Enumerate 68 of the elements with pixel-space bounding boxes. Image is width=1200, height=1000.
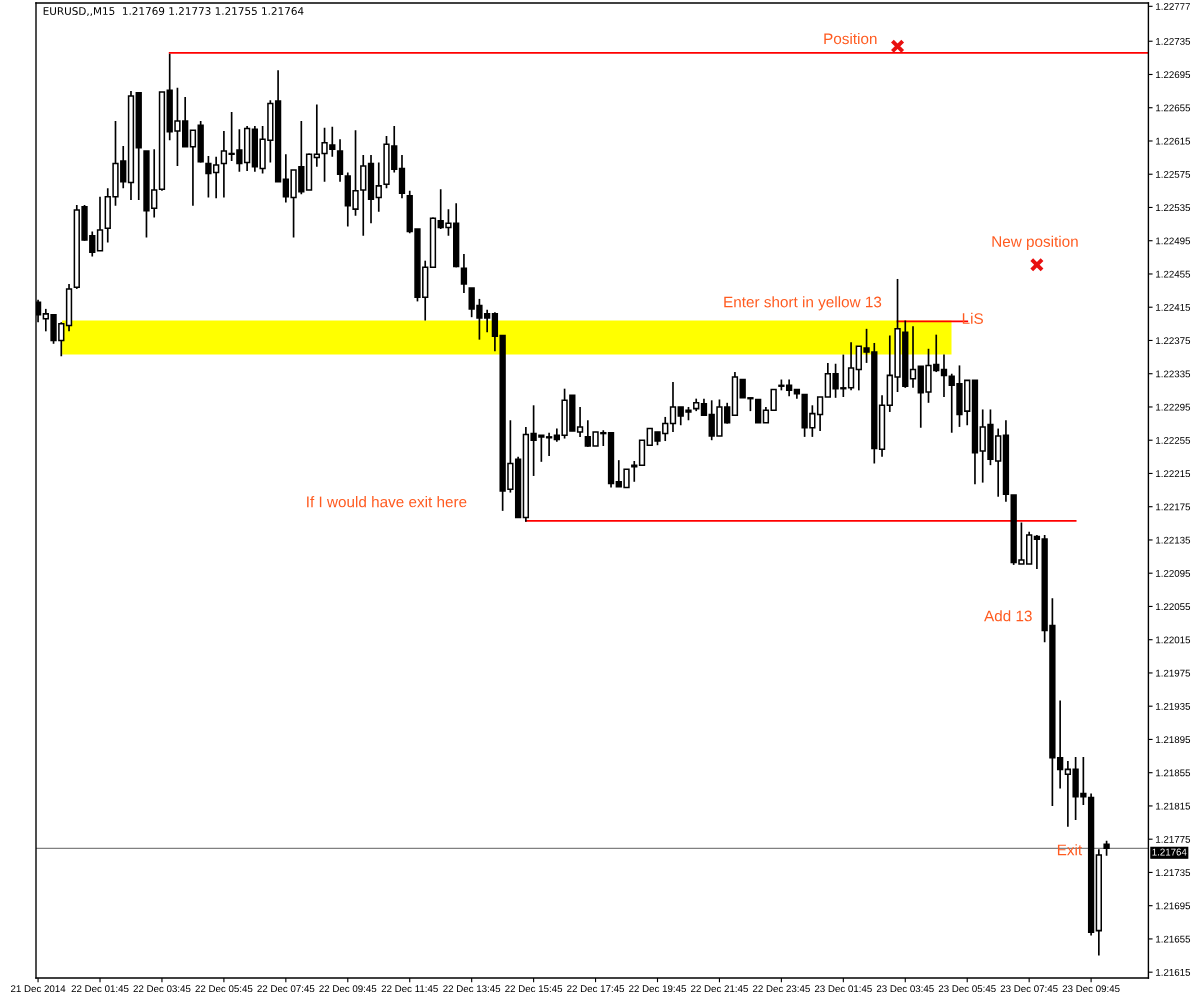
candlestick — [847, 341, 855, 392]
x-tick-label: 22 Dec 23:45 — [752, 985, 810, 993]
y-tick-label: 1.21935 — [1156, 702, 1191, 710]
candlestick — [940, 353, 948, 398]
y-tick-label: 1.22095 — [1156, 569, 1191, 577]
y-tick-label: 1.22375 — [1156, 337, 1191, 345]
y-tick-label: 1.21895 — [1156, 736, 1191, 744]
x-tick-label: 23 Dec 05:45 — [938, 985, 996, 993]
x-tick-label: 22 Dec 21:45 — [691, 985, 748, 993]
annotation: LiS — [962, 312, 983, 324]
y-tick-label: 1.22135 — [1156, 536, 1191, 544]
y-tick-label: 1.22655 — [1156, 104, 1191, 112]
x-tick-label: 22 Dec 05:45 — [195, 985, 253, 993]
y-tick-label: 1.22735 — [1156, 37, 1191, 45]
y-tick-label: 1.22575 — [1156, 170, 1191, 178]
candlestick — [909, 325, 917, 389]
y-tick-label: 1.22295 — [1156, 403, 1191, 411]
candlestick — [375, 161, 382, 213]
x-tick-label: 22 Dec 13:45 — [443, 985, 501, 993]
y-tick-label: 1.22535 — [1156, 204, 1191, 212]
x-tick-label: 22 Dec 03:45 — [133, 985, 191, 993]
y-tick-label: 1.21695 — [1156, 902, 1191, 910]
y-tick-label: 1.22335 — [1156, 370, 1191, 378]
annotation: Position — [824, 32, 877, 45]
x-tick-label: 21 Dec 2014 — [10, 985, 66, 993]
candlestick — [669, 381, 677, 433]
y-tick-label: 1.21855 — [1156, 769, 1191, 777]
candlestick — [460, 253, 468, 294]
y-tick-label: 1.22455 — [1156, 270, 1191, 278]
y-tick-label: 1.22015 — [1156, 636, 1191, 644]
y-tick-label: 1.22415 — [1156, 303, 1191, 311]
y-tick-label: 1.22215 — [1156, 470, 1191, 478]
x-tick-label: 22 Dec 15:45 — [505, 985, 563, 993]
y-tick-label: 1.22175 — [1156, 503, 1191, 511]
y-tick-label: 1.22495 — [1156, 237, 1191, 245]
x-tick-label: 23 Dec 03:45 — [876, 985, 934, 993]
y-tick-label: 1.22695 — [1156, 71, 1191, 79]
candlestick — [189, 129, 197, 207]
y-tick-label: 1.21735 — [1156, 869, 1191, 877]
y-tick-label: 1.22255 — [1156, 436, 1191, 444]
x-tick-label: 23 Dec 07:45 — [1000, 985, 1058, 993]
x-tick-label: 22 Dec 07:45 — [257, 985, 315, 993]
y-tick-label: 1.22055 — [1156, 603, 1191, 611]
y-tick-label: 1.21775 — [1156, 835, 1191, 843]
annotation: If I would have exit here — [307, 496, 467, 508]
candlestick — [576, 406, 584, 438]
x-tick-label: 22 Dec 11:45 — [381, 985, 438, 993]
x-tick-label: 22 Dec 17:45 — [567, 985, 625, 993]
candlestick — [754, 398, 762, 424]
y-tick-label: 1.22777 — [1156, 3, 1190, 10]
x-tick-label: 23 Dec 01:45 — [814, 985, 872, 993]
x-tick-label: 22 Dec 01:45 — [71, 985, 129, 993]
annotation: Add 13 — [984, 610, 1032, 622]
annotation: Enter short in yellow 13 — [724, 296, 882, 311]
y-tick-label: 1.21975 — [1156, 669, 1191, 677]
candlestick — [631, 460, 638, 483]
x-tick-label: 22 Dec 09:45 — [319, 985, 377, 993]
candlestick — [96, 195, 104, 252]
y-tick-label: 1.22615 — [1156, 137, 1191, 145]
y-tick-label: 1.21615 — [1156, 968, 1191, 976]
x-tick-label: 22 Dec 19:45 — [629, 985, 687, 993]
chart-title: EURUSD,,M15 1.21769 1.21773 1.21755 1.21764 — [43, 7, 304, 17]
ref-line-label: 1.21764 — [1152, 848, 1187, 856]
y-tick-label: 1.21815 — [1156, 802, 1191, 810]
candlestick — [336, 138, 344, 183]
annotation: New position — [992, 235, 1078, 250]
x-tick-label: 23 Dec 09:45 — [1062, 985, 1120, 993]
y-tick-label: 1.21655 — [1156, 935, 1191, 943]
